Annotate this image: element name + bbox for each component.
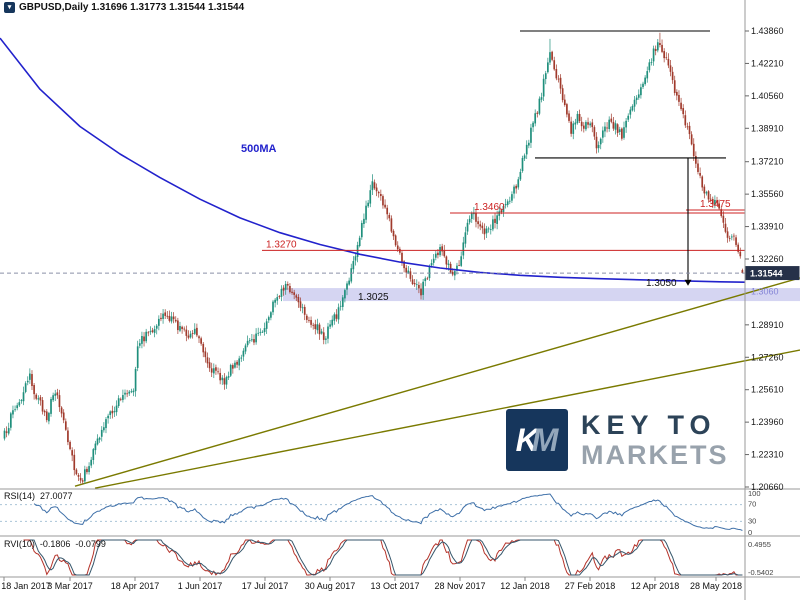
rsi-axis-label: 70 (748, 500, 756, 509)
price-axis-label: 1.40560 (751, 91, 784, 101)
price-axis[interactable] (745, 0, 800, 600)
price-axis-label: 1.27260 (751, 352, 784, 362)
ma-500-line[interactable] (0, 37, 746, 283)
chart-header: ▾ GBPUSD,Daily 1.31696 1.31773 1.31544 1… (4, 2, 244, 13)
rsi-value: 27.0077 (40, 491, 73, 501)
price-axis-label: 1.37210 (751, 157, 784, 167)
rvi-value-signal: -0.0799 (75, 539, 106, 549)
level-label-1.3270: 1.3270 (266, 239, 297, 250)
price-axis-label: 1.32260 (751, 254, 784, 264)
price-axis-label: 1.28910 (751, 320, 784, 330)
date-label: 30 Aug 2017 (305, 581, 356, 591)
rvi-signal-line (29, 539, 743, 576)
logo-line-1: KEY TO (581, 410, 717, 440)
rvi-indicator-label: RVI(10) -0.1806 -0.0799 (4, 539, 111, 549)
trendline-1[interactable] (74, 277, 800, 487)
date-label: 28 May 2018 (690, 581, 742, 591)
current-price-badge (745, 266, 800, 281)
date-label: 12 Apr 2018 (631, 581, 680, 591)
logo-k-glyph: K (515, 421, 539, 458)
rsi-axis-label: 30 (748, 516, 756, 525)
level-label-1.3475: 1.3475 (700, 199, 731, 210)
logo-line-2: MARKETS (581, 440, 729, 470)
price-axis-label: 1.25610 (751, 385, 784, 395)
date-label: 28 Nov 2017 (434, 581, 485, 591)
price-axis-label: 1.22310 (751, 450, 784, 460)
price-axis-label: 1.38910 (751, 123, 784, 133)
date-label: 13 Oct 2017 (370, 581, 419, 591)
date-label: 18 Apr 2017 (111, 581, 160, 591)
rsi-line (33, 493, 743, 531)
symbol-ohlc-title: GBPUSD,Daily 1.31696 1.31773 1.31544 1.3… (19, 2, 245, 13)
ma-500-label: 500MA (241, 143, 277, 155)
rvi-axis-label: 0.4955 (748, 540, 771, 549)
support-zone-band[interactable] (283, 288, 800, 302)
date-label: 1 Jun 2017 (178, 581, 223, 591)
rvi-axis-label: -0.5402 (748, 568, 773, 577)
keytomarkets-logo-icon: K M (506, 409, 568, 471)
rvi-main-line (23, 539, 743, 576)
price-axis-label: 1.33910 (751, 222, 784, 232)
keytomarkets-logo: K M KEY TO MARKETS (506, 409, 729, 471)
price-axis-label: 1.35560 (751, 189, 784, 199)
chart-symbol-icon[interactable]: ▾ (4, 2, 15, 13)
keytomarkets-logo-text: KEY TO MARKETS (581, 410, 729, 470)
band-axis-label: 1.3060 (751, 287, 779, 297)
price-axis-label: 1.23960 (751, 417, 784, 427)
price-axis-label: 1.43860 (751, 26, 784, 36)
rsi-axis-label: 0 (748, 528, 752, 537)
date-label: 18 Jan 2017 (1, 581, 51, 591)
rvi-value-main: -0.1806 (39, 539, 71, 549)
rsi-indicator-label: RSI(14) 27.0077 (4, 491, 78, 501)
logo-m-glyph: M (531, 421, 559, 458)
rsi-axis-label: 100 (748, 489, 761, 498)
date-label: 12 Jan 2018 (500, 581, 550, 591)
date-label: 3 Mar 2017 (47, 581, 93, 591)
rvi-name: RVI(10) (4, 539, 35, 549)
date-label: 17 Jul 2017 (242, 581, 289, 591)
level-label-1.3460: 1.3460 (474, 202, 505, 213)
annotation-1.3025: 1.3025 (358, 292, 389, 303)
trendline-2[interactable] (94, 349, 800, 489)
current-price-badge-label: 1.31544 (750, 269, 783, 279)
rsi-name: RSI(14) (4, 491, 36, 501)
price-axis-label: 1.20660 (751, 482, 784, 492)
measured-move-arrowhead (684, 279, 692, 286)
annotation-1.3050: 1.3050 (646, 278, 677, 289)
date-label: 27 Feb 2018 (565, 581, 616, 591)
price-axis-label: 1.42210 (751, 58, 784, 68)
candles (3, 32, 744, 485)
time-axis[interactable] (0, 577, 745, 600)
